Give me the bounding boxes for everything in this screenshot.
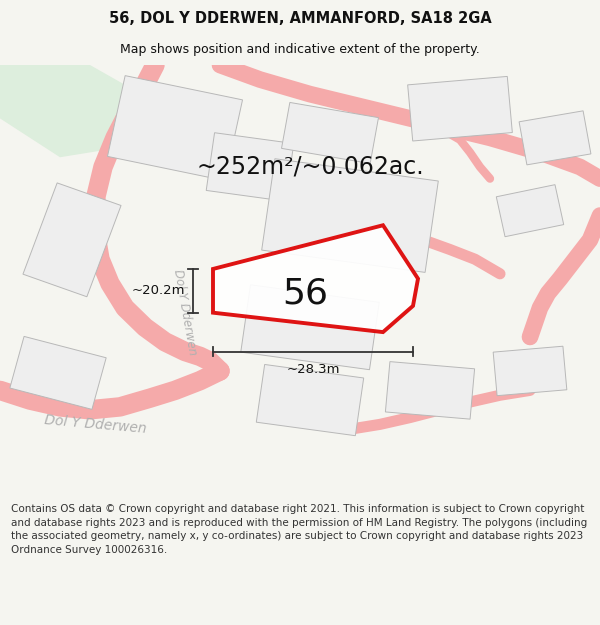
Text: ~28.3m: ~28.3m xyxy=(286,363,340,376)
Polygon shape xyxy=(496,184,564,237)
Text: Dol Y Dderwen: Dol Y Dderwen xyxy=(43,413,146,436)
Polygon shape xyxy=(0,65,150,158)
Text: 56: 56 xyxy=(282,276,328,310)
Polygon shape xyxy=(385,362,475,419)
Polygon shape xyxy=(107,76,242,181)
Polygon shape xyxy=(241,285,379,370)
Polygon shape xyxy=(23,183,121,297)
Polygon shape xyxy=(493,346,567,396)
Polygon shape xyxy=(281,102,379,164)
Polygon shape xyxy=(262,159,439,272)
Polygon shape xyxy=(407,76,512,141)
Polygon shape xyxy=(10,336,106,409)
Text: Contains OS data © Crown copyright and database right 2021. This information is : Contains OS data © Crown copyright and d… xyxy=(11,504,587,555)
Polygon shape xyxy=(213,225,418,332)
Text: Map shows position and indicative extent of the property.: Map shows position and indicative extent… xyxy=(120,42,480,56)
Text: ~252m²/~0.062ac.: ~252m²/~0.062ac. xyxy=(196,155,424,179)
Polygon shape xyxy=(206,132,294,201)
Polygon shape xyxy=(519,111,591,165)
Text: ~20.2m: ~20.2m xyxy=(131,284,185,298)
Polygon shape xyxy=(256,364,364,436)
Text: 56, DOL Y DDERWEN, AMMANFORD, SA18 2GA: 56, DOL Y DDERWEN, AMMANFORD, SA18 2GA xyxy=(109,11,491,26)
Text: Dol Y Dderwen: Dol Y Dderwen xyxy=(171,269,199,357)
